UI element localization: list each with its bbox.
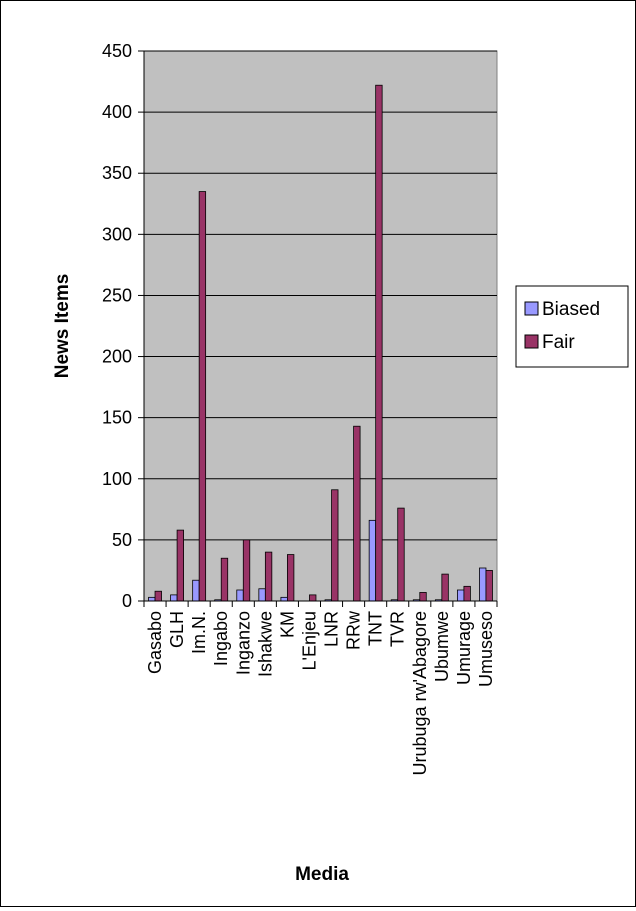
x-tick-label: LNR [322,611,342,647]
y-tick-label: 400 [102,102,132,122]
x-tick-label: GLH [167,611,187,648]
bar-biased-0 [148,596,156,602]
y-tick-label: 450 [102,41,132,61]
bar-fair-14 [463,585,471,602]
x-tick-label: Ubumwe [432,611,452,682]
x-tick-label: Urubuga rw'Abagore [410,611,430,776]
bar-biased-5 [258,588,266,602]
bar-biased-2 [192,579,200,602]
legend-box [515,285,629,368]
y-tick-label: 250 [102,285,132,305]
x-tick-label: Gasabo [145,611,165,674]
bar-fair-1 [176,529,184,602]
x-tick-label: Umurage [454,611,474,685]
bar-fair-15 [485,570,493,602]
x-axis-title: Media [295,864,349,885]
y-tick-label: 50 [112,530,132,550]
bar-fair-4 [242,539,251,602]
y-tick-label: 350 [102,163,132,183]
y-tick-labels: 0 50 100 150 200 250 300 350 400 450 [102,41,132,611]
x-tick-label: Inganzo [233,611,253,675]
axes [138,50,498,607]
bar-fair-13 [441,573,449,602]
bar-fair-7 [309,594,317,602]
y-tick-label: 100 [102,469,132,489]
legend-swatch-fair [524,334,539,349]
y-tick-label: 200 [102,347,132,367]
legend-label-fair: Fair [542,332,575,353]
x-tick-label: L'Enjeu [299,611,319,670]
y-tick-label: 0 [122,591,132,611]
y-tick-label: 150 [102,408,132,428]
x-tick-label: Umuseso [476,611,496,687]
x-tick-label: TNT [366,611,386,646]
bar-fair-8 [331,489,339,602]
x-tick-label: RRw [344,610,364,650]
legend-label-biased: Biased [542,299,600,320]
bar-fair-0 [154,590,162,602]
bar-fair-2 [198,191,207,602]
y-axis-title: News Items [52,274,73,379]
bar-biased-10 [368,519,377,602]
x-tick-label: Ingabo [211,611,231,666]
bar-fair-5 [264,551,273,602]
bar-biased-4 [236,589,244,602]
bar-biased-6 [280,596,288,602]
bar-fair-3 [220,557,229,602]
bar-biased-14 [457,589,465,602]
plot-area [143,50,498,602]
legend: Biased Fair [515,285,629,368]
bar-biased-15 [479,567,487,602]
x-tick-labels: Gasabo GLH Im.N. Ingabo Inganzo Ishakwe KM L'En… [145,610,496,776]
bar-fair-6 [287,554,295,602]
bar-fair-10 [375,84,383,602]
bar-fair-12 [419,592,427,602]
x-tick-label: Ishakwe [255,611,275,677]
y-tick-label: 300 [102,224,132,244]
legend-swatch-biased [524,301,539,316]
x-tick-label: TVR [388,611,408,647]
x-tick-label: KM [277,611,297,638]
x-tick-label: Im.N. [189,611,209,654]
bar-fair-11 [397,507,405,602]
bar-biased-1 [170,594,178,602]
bar-fair-9 [353,425,361,602]
